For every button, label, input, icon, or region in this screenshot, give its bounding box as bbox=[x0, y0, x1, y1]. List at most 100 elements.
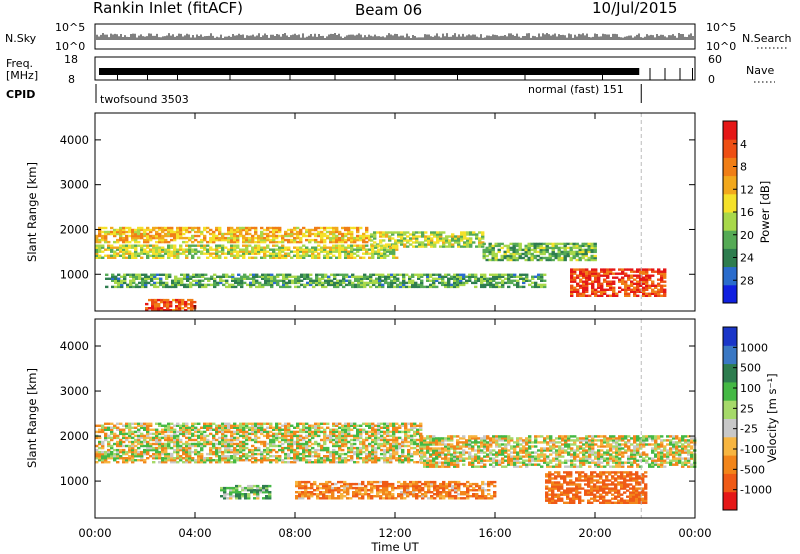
heatmap-cell bbox=[101, 226, 105, 230]
heatmap-cell bbox=[344, 426, 348, 429]
heatmap-cell bbox=[137, 436, 141, 440]
heatmap-cell bbox=[492, 273, 496, 276]
heatmap-cell bbox=[603, 272, 607, 275]
heatmap-cell bbox=[172, 298, 176, 302]
heatmap-cell bbox=[339, 273, 343, 276]
heatmap-cell bbox=[204, 277, 208, 280]
heatmap-cell bbox=[314, 232, 318, 236]
heatmap-cell bbox=[278, 228, 282, 232]
heatmap-cell bbox=[269, 424, 273, 427]
heatmap-cell bbox=[120, 281, 124, 285]
heatmap-cell bbox=[621, 272, 625, 275]
heatmap-cell bbox=[530, 242, 534, 246]
heatmap-cell bbox=[375, 285, 379, 289]
heatmap-cell bbox=[627, 292, 631, 295]
heatmap-cell bbox=[612, 294, 616, 297]
heatmap-cell bbox=[131, 238, 135, 242]
heatmap-cell bbox=[98, 457, 102, 460]
heatmap-cell bbox=[161, 461, 165, 464]
heatmap-cell bbox=[578, 252, 582, 256]
heatmap-cell bbox=[576, 268, 580, 271]
heatmap-cell bbox=[426, 279, 430, 282]
heatmap-cell bbox=[248, 459, 252, 462]
heatmap-cell bbox=[430, 237, 434, 240]
heatmap-cell bbox=[116, 240, 120, 244]
heatmap-cell bbox=[116, 452, 120, 456]
heatmap-cell bbox=[569, 252, 573, 256]
heatmap-cell bbox=[528, 279, 532, 282]
heatmap-cell bbox=[179, 248, 183, 251]
heatmap-cell bbox=[335, 256, 339, 259]
heatmap-cell bbox=[510, 459, 514, 462]
heatmap-cell bbox=[415, 231, 419, 234]
heatmap-cell bbox=[161, 444, 165, 448]
heatmap-cell bbox=[240, 285, 244, 289]
heatmap-cell bbox=[122, 457, 126, 460]
heatmap-cell bbox=[216, 275, 220, 278]
heatmap-cell bbox=[251, 455, 255, 458]
heatmap-cell bbox=[164, 232, 168, 236]
heatmap-cell bbox=[582, 290, 586, 293]
heatmap-cell bbox=[350, 254, 354, 257]
heatmap-cell bbox=[137, 228, 141, 232]
heatmap-cell bbox=[140, 256, 144, 259]
heatmap-cell bbox=[140, 426, 144, 429]
heatmap-cell bbox=[447, 281, 451, 285]
heatmap-cell bbox=[95, 254, 99, 257]
heatmap-cell bbox=[362, 457, 366, 460]
heatmap-cell bbox=[397, 241, 401, 244]
heatmap-cell bbox=[442, 245, 446, 248]
heatmap-cell bbox=[477, 447, 481, 450]
heatmap-cell bbox=[444, 449, 448, 452]
heatmap-cell bbox=[143, 234, 147, 238]
heatmap-cell bbox=[206, 244, 210, 247]
heatmap-cell bbox=[137, 446, 141, 450]
heatmap-cell bbox=[357, 283, 361, 287]
heatmap-cell bbox=[533, 242, 537, 246]
heatmap-cell bbox=[353, 436, 357, 440]
heatmap-cell bbox=[167, 444, 171, 448]
heatmap-cell bbox=[572, 250, 576, 254]
heatmap-cell bbox=[167, 438, 171, 442]
heatmap-cell bbox=[368, 452, 372, 456]
heatmap-cell bbox=[482, 252, 486, 256]
heatmap-cell bbox=[110, 426, 114, 429]
heatmap-cell bbox=[101, 230, 105, 234]
heatmap-cell bbox=[537, 273, 541, 276]
heatmap-cell bbox=[197, 234, 201, 238]
heatmap-cell bbox=[260, 461, 264, 464]
heatmap-cell bbox=[117, 279, 121, 282]
heatmap-cell bbox=[272, 434, 276, 438]
heatmap-cell bbox=[345, 279, 349, 282]
heatmap-cell bbox=[309, 273, 313, 276]
heatmap-cell bbox=[456, 439, 460, 442]
heatmap-cell bbox=[152, 436, 156, 440]
heatmap-cell bbox=[540, 449, 544, 452]
heatmap-cell bbox=[275, 236, 279, 240]
heatmap-cell bbox=[383, 440, 387, 444]
heatmap-cell bbox=[472, 231, 476, 234]
heatmap-cell bbox=[344, 234, 348, 238]
heatmap-cell bbox=[254, 434, 258, 438]
heatmap-cell bbox=[312, 281, 316, 285]
heatmap-cell bbox=[257, 248, 261, 251]
heatmap-cell bbox=[329, 436, 333, 440]
heatmap-cell bbox=[495, 445, 499, 448]
heatmap-cell bbox=[483, 455, 487, 458]
heatmap-cell bbox=[660, 286, 664, 289]
heatmap-cell bbox=[188, 252, 192, 255]
heatmap-cell bbox=[442, 231, 446, 234]
heatmap-cell bbox=[356, 446, 360, 450]
heatmap-cell bbox=[329, 455, 333, 458]
heatmap-cell bbox=[131, 452, 135, 456]
heatmap-cell bbox=[183, 275, 187, 278]
heatmap-cell bbox=[270, 273, 274, 276]
heatmap-cell bbox=[146, 428, 150, 431]
heatmap-cell bbox=[326, 459, 330, 462]
heatmap-cell bbox=[445, 241, 449, 244]
heatmap-cell bbox=[400, 243, 404, 246]
heatmap-cell bbox=[365, 424, 369, 427]
heatmap-cell bbox=[203, 436, 207, 440]
heatmap-cell bbox=[420, 439, 424, 442]
heatmap-cell bbox=[197, 455, 201, 458]
